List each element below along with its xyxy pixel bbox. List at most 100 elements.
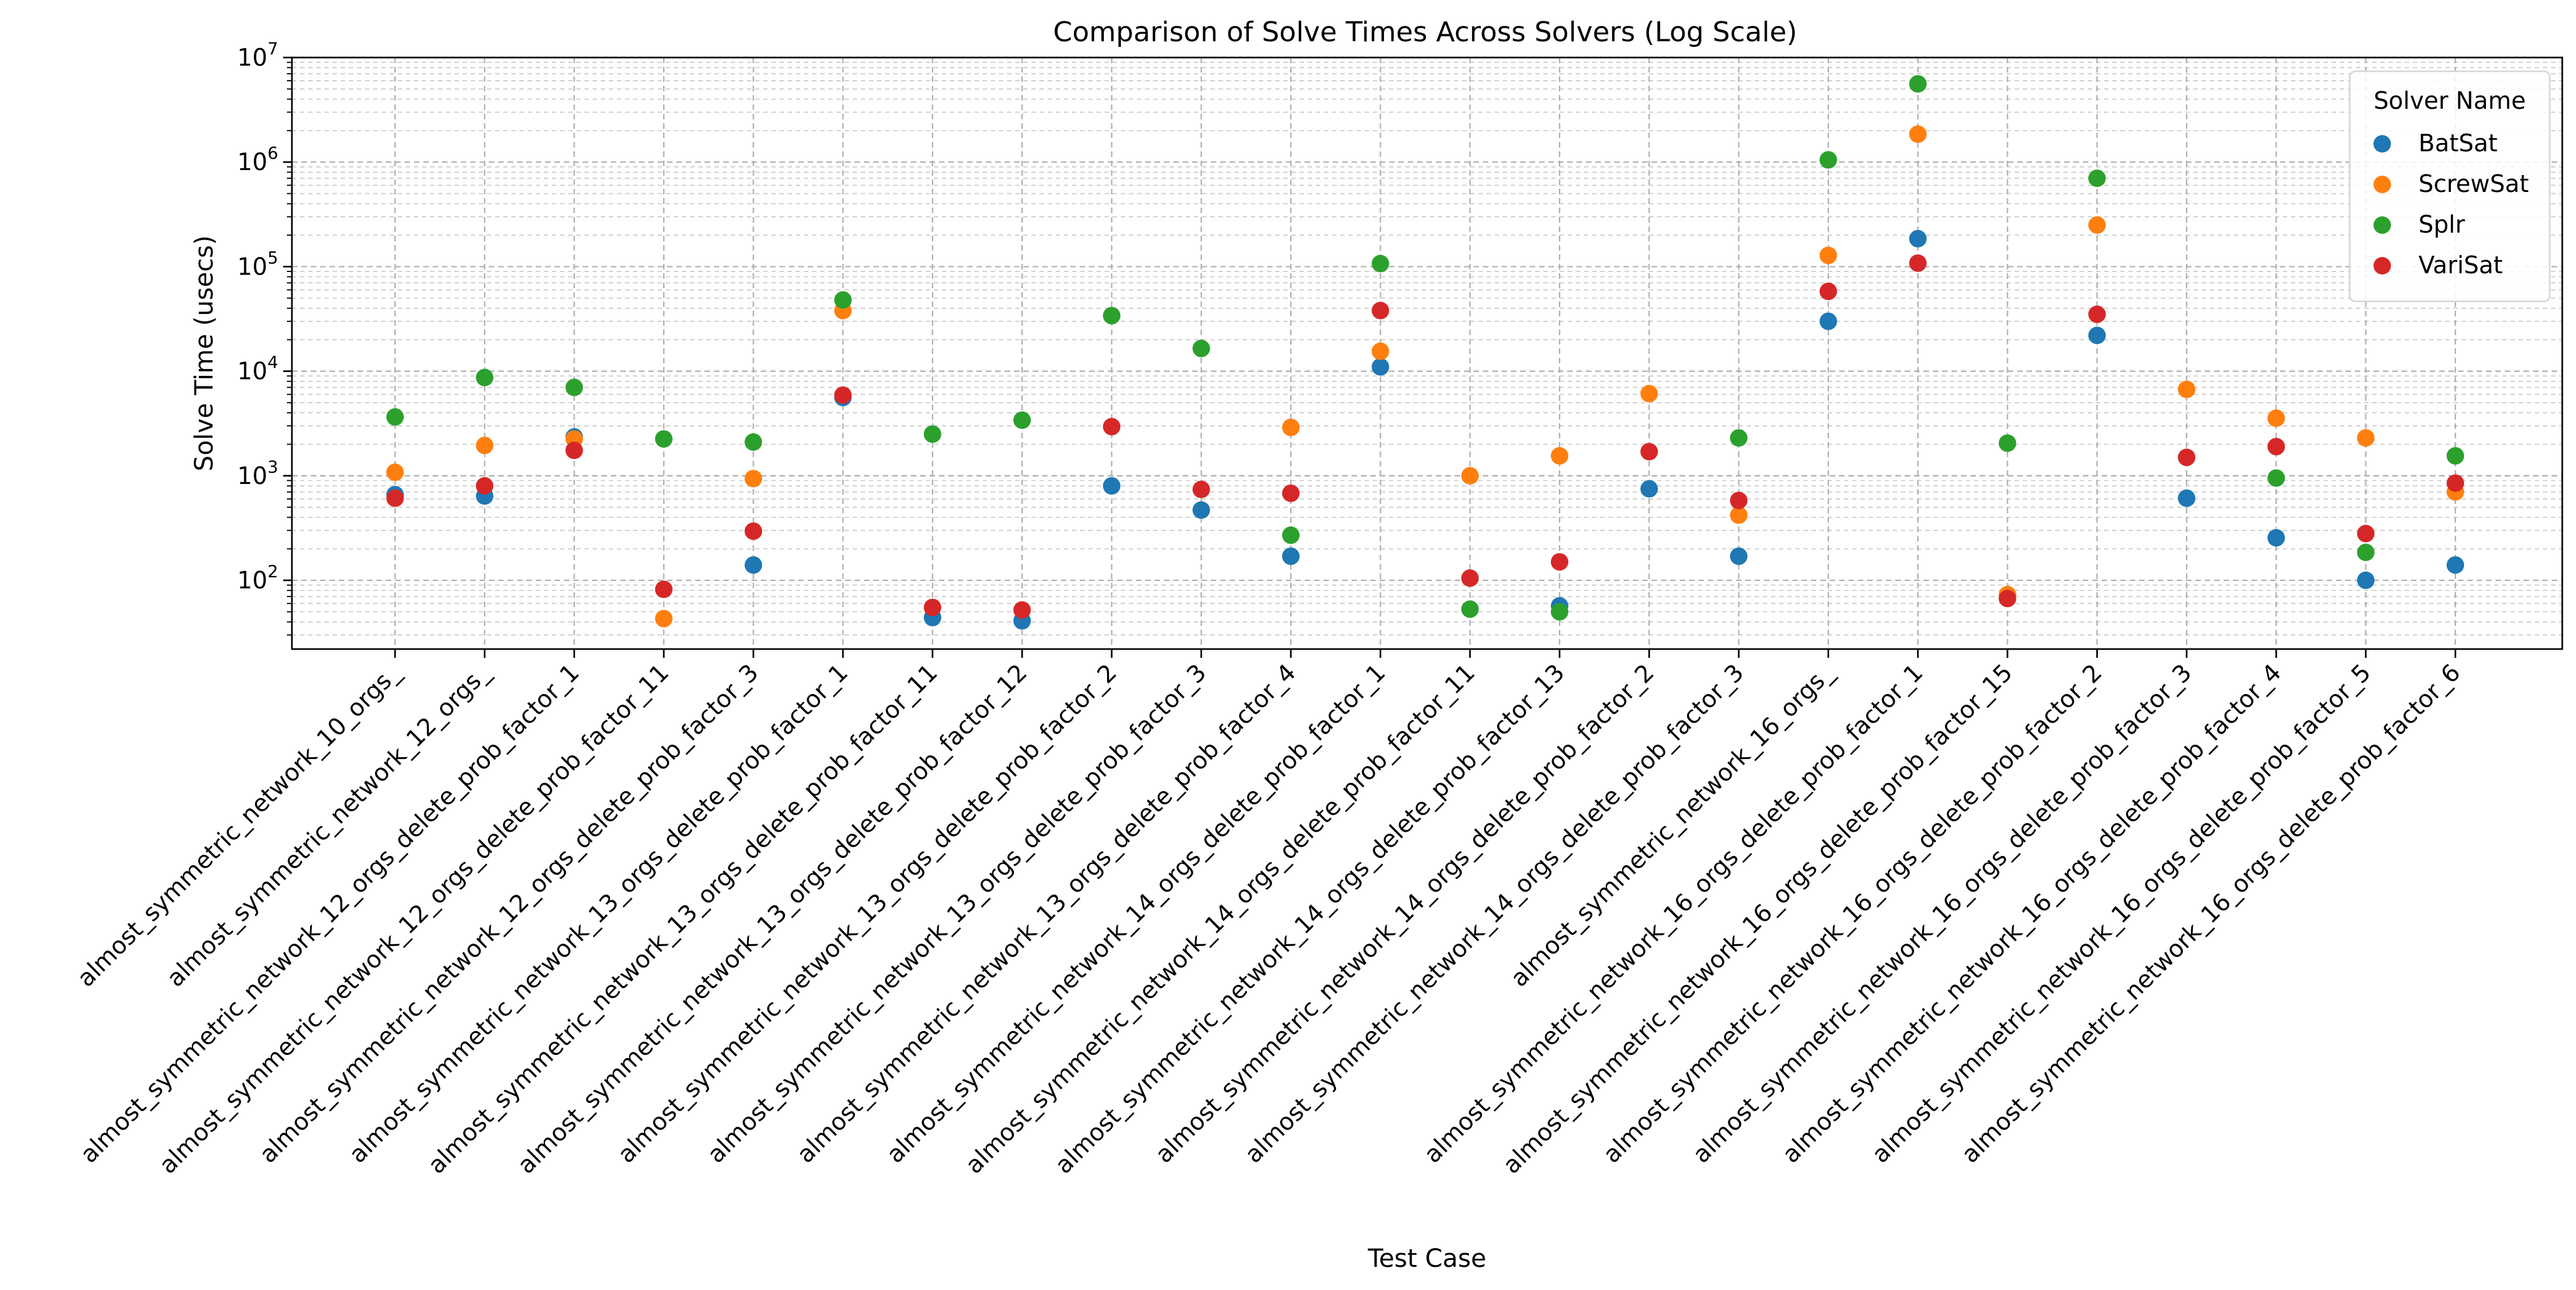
point-batsat-11 — [1371, 358, 1390, 376]
legend-label-varisat: VariSat — [2418, 251, 2503, 279]
legend-box — [2348, 70, 2551, 303]
point-screwsat-22 — [2357, 429, 2375, 447]
point-screwsat-20 — [2178, 380, 2196, 398]
chart-title: Comparison of Solve Times Across Solvers… — [1053, 16, 1797, 48]
y-tick-exponent: 6 — [268, 144, 278, 163]
point-screwsat-17 — [1909, 125, 1927, 143]
point-screwsat-1 — [476, 436, 494, 455]
x-axis-label: Test Case — [1367, 1244, 1486, 1273]
y-tick-label: 104 — [237, 353, 278, 385]
point-screwsat-12 — [1461, 466, 1479, 485]
point-screwsat-4 — [744, 470, 763, 488]
y-tick-exponent: 2 — [268, 562, 278, 582]
y-tick-label: 103 — [237, 458, 278, 490]
point-splr-8 — [1103, 306, 1121, 325]
point-splr-2 — [565, 378, 583, 396]
point-varisat-20 — [2178, 448, 2196, 466]
legend-items: BatSat ScrewSat Splr VariSat — [2373, 129, 2529, 279]
point-splr-13 — [1550, 603, 1568, 621]
point-splr-4 — [744, 433, 763, 451]
point-batsat-23 — [2447, 556, 2464, 574]
point-varisat-14 — [1640, 443, 1658, 461]
point-splr-1 — [476, 368, 494, 386]
point-batsat-19 — [2088, 326, 2106, 345]
point-varisat-0 — [386, 489, 404, 507]
point-varisat-9 — [1192, 480, 1210, 498]
point-batsat-16 — [1819, 312, 1837, 330]
point-varisat-2 — [565, 441, 583, 460]
point-screwsat-15 — [1730, 506, 1748, 524]
point-screwsat-10 — [1282, 418, 1300, 436]
point-splr-23 — [2447, 447, 2464, 465]
data-points — [386, 75, 2464, 630]
point-varisat-21 — [2267, 438, 2285, 456]
point-splr-10 — [1282, 526, 1300, 544]
y-tick-label: 106 — [237, 144, 278, 176]
point-varisat-11 — [1371, 301, 1390, 320]
y-tick-label: 107 — [237, 39, 278, 71]
point-batsat-14 — [1640, 480, 1658, 498]
legend-label-screwsat: ScrewSat — [2418, 170, 2529, 198]
point-batsat-4 — [744, 556, 763, 574]
point-varisat-8 — [1103, 418, 1121, 436]
point-screwsat-16 — [1819, 246, 1837, 265]
legend-marker-batsat — [2373, 135, 2391, 153]
point-screwsat-3 — [654, 610, 673, 628]
point-varisat-17 — [1909, 254, 1927, 272]
point-varisat-19 — [2088, 305, 2106, 323]
point-screwsat-0 — [386, 463, 404, 481]
point-splr-15 — [1730, 429, 1748, 447]
point-varisat-10 — [1282, 484, 1300, 502]
point-splr-5 — [834, 291, 852, 309]
point-varisat-16 — [1819, 282, 1837, 300]
legend-label-batsat: BatSat — [2418, 129, 2498, 157]
point-varisat-1 — [476, 477, 494, 495]
point-varisat-15 — [1730, 491, 1748, 510]
point-splr-18 — [1998, 434, 2017, 452]
y-tick-exponent: 5 — [268, 248, 278, 268]
point-batsat-15 — [1730, 547, 1748, 565]
point-splr-17 — [1909, 75, 1927, 93]
point-splr-21 — [2267, 469, 2285, 487]
point-splr-16 — [1819, 151, 1837, 169]
point-splr-7 — [1013, 411, 1031, 429]
y-tick-label: 102 — [237, 562, 278, 594]
point-varisat-13 — [1550, 553, 1568, 571]
point-splr-3 — [654, 430, 673, 448]
point-varisat-7 — [1013, 601, 1031, 619]
point-screwsat-21 — [2267, 409, 2285, 427]
point-varisat-3 — [654, 580, 673, 598]
point-batsat-8 — [1103, 477, 1121, 495]
point-splr-12 — [1461, 600, 1479, 618]
legend-marker-splr — [2373, 216, 2391, 234]
point-splr-11 — [1371, 254, 1390, 273]
point-splr-22 — [2357, 543, 2375, 562]
point-screwsat-14 — [1640, 385, 1658, 403]
legend-marker-screwsat — [2373, 176, 2391, 193]
point-varisat-18 — [1998, 590, 2017, 608]
point-batsat-21 — [2267, 529, 2285, 547]
point-batsat-22 — [2357, 572, 2375, 590]
point-splr-6 — [923, 425, 941, 443]
point-batsat-20 — [2178, 489, 2196, 507]
point-splr-19 — [2088, 169, 2106, 188]
point-varisat-5 — [834, 386, 852, 404]
y-tick-exponent: 3 — [268, 458, 278, 477]
point-varisat-6 — [923, 598, 941, 617]
point-batsat-17 — [1909, 229, 1927, 248]
point-screwsat-13 — [1550, 447, 1568, 465]
point-batsat-10 — [1282, 547, 1300, 565]
y-axis-label: Solve Time (usecs) — [190, 235, 219, 471]
point-screwsat-11 — [1371, 342, 1390, 360]
point-splr-9 — [1192, 340, 1210, 358]
y-tick-exponent: 7 — [268, 39, 278, 59]
y-tick-base: 10 — [237, 567, 267, 594]
y-tick-base: 10 — [237, 44, 267, 71]
point-splr-0 — [386, 408, 404, 426]
point-varisat-4 — [744, 522, 763, 540]
legend-title: Solver Name — [2373, 87, 2526, 114]
legend-marker-varisat — [2373, 257, 2391, 275]
